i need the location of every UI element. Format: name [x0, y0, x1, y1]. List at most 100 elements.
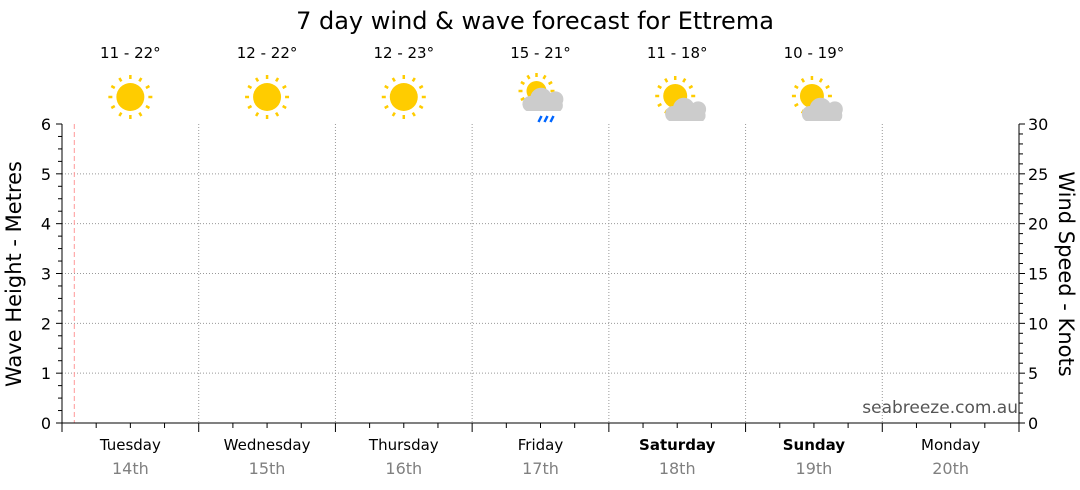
y-right-tick-label: 10 [1028, 314, 1048, 333]
day-column-friday: 15 - 21° Friday 17th [510, 44, 571, 478]
sun-ray [688, 84, 694, 90]
sun-ray [793, 102, 799, 108]
sun-ray [145, 104, 151, 110]
sun-ray [247, 104, 253, 110]
sun-ray [391, 111, 396, 117]
day-name: Wednesday [224, 436, 311, 454]
y-axis-left-label: Wave Height - Metres [2, 161, 26, 387]
sun-ray [110, 104, 116, 110]
sun-ray [118, 111, 123, 117]
y-left-tick-label: 4 [41, 215, 51, 234]
sun-ray [411, 77, 416, 83]
sun-disc [116, 83, 145, 111]
sun-ray [384, 84, 389, 90]
day-column-thursday: 12 - 23° Thursday 16th [368, 44, 439, 478]
day-column-saturday: 11 - 18° Saturday 18th [639, 44, 716, 478]
temperature-range: 11 - 18° [647, 44, 708, 62]
day-date: 18th [659, 459, 696, 478]
temperature-range: 15 - 21° [510, 44, 571, 62]
sunny-icon [245, 75, 290, 119]
sun-disc [389, 83, 418, 111]
day-name: Saturday [639, 436, 716, 454]
sun-ray [384, 104, 389, 110]
sun-ray [825, 84, 830, 90]
rain-drop [537, 115, 543, 123]
day-date: 15th [249, 459, 286, 478]
y-right-tick-label: 15 [1028, 265, 1048, 284]
rain-drop [543, 115, 549, 123]
day-date: 17th [522, 459, 559, 478]
y-left-tick-label: 2 [41, 314, 51, 333]
sun-ray [145, 84, 151, 90]
sun-ray [274, 77, 280, 83]
sun-ray [247, 84, 253, 90]
sun-ray [520, 96, 526, 102]
sunny-icon [108, 75, 153, 119]
temperature-range: 10 - 19° [784, 44, 845, 62]
day-name: Tuesday [99, 436, 161, 454]
sun-ray [657, 84, 662, 90]
day-date: 19th [796, 459, 833, 478]
day-name: Monday [921, 436, 980, 454]
day-date: 14th [112, 459, 149, 478]
grid [62, 124, 1019, 423]
sun-ray [118, 77, 123, 83]
day-column-wednesday: 12 - 22° Wednesday 15th [224, 44, 311, 478]
sun-ray [682, 78, 687, 83]
sun-ray [138, 111, 143, 117]
day-name: Sunday [783, 436, 846, 454]
sun-ray [800, 78, 806, 83]
partly-cloudy-icon [791, 76, 843, 121]
day-name: Friday [518, 436, 564, 454]
y-left-tick-label: 0 [41, 414, 51, 433]
sun-ray [110, 84, 116, 90]
y-left-tick-label: 3 [41, 265, 51, 284]
sun-ray [818, 78, 824, 83]
temperature-range: 11 - 22° [100, 44, 161, 62]
day-columns: 11 - 22° Tuesday 14th 12 - 22° Wednesday 15th… [99, 44, 981, 478]
sun-ray [547, 80, 553, 86]
y-right-tick-label: 25 [1028, 165, 1048, 184]
sun-disc [253, 83, 282, 111]
day-column-tuesday: 11 - 22° Tuesday 14th [99, 44, 161, 478]
partly-cloudy-icon [655, 76, 707, 121]
sun-ray [657, 102, 662, 108]
sun-ray [793, 84, 799, 90]
y-right-tick-label: 5 [1028, 364, 1038, 383]
y-right-tick-label: 20 [1028, 215, 1048, 234]
temperature-range: 12 - 22° [237, 44, 298, 62]
sun-ray [520, 80, 526, 86]
day-date: 20th [932, 459, 969, 478]
showers-icon [518, 73, 564, 123]
day-date: 16th [385, 459, 422, 478]
sun-ray [418, 84, 424, 90]
y-axis-right-label: Wind Speed - Knots [1054, 171, 1078, 376]
sun-ray [138, 77, 143, 83]
cloud-shape [665, 97, 707, 121]
chart-title: 7 day wind & wave forecast for Ettrema [296, 7, 774, 35]
cloud-shape [522, 87, 564, 111]
sun-ray [411, 111, 416, 117]
y-right-tick-label: 0 [1028, 414, 1038, 433]
y-left-tick-label: 1 [41, 364, 51, 383]
sun-ray [542, 74, 547, 80]
cloud-shape [801, 97, 843, 121]
y-left-tick-label: 6 [41, 115, 51, 134]
sun-ray [274, 111, 280, 117]
temperature-range: 12 - 23° [373, 44, 434, 62]
sun-ray [254, 77, 260, 83]
sun-ray [391, 77, 396, 83]
sun-ray [282, 84, 287, 90]
y-right-tick-label: 30 [1028, 115, 1048, 134]
y-left-tick-label: 5 [41, 165, 51, 184]
sun-ray [418, 104, 424, 110]
sun-ray [282, 104, 287, 110]
sun-ray [526, 74, 531, 80]
day-column-monday: Monday 20th [921, 436, 980, 478]
sun-ray [664, 78, 669, 83]
rain-drop [549, 115, 555, 123]
sunny-icon [381, 75, 426, 119]
day-column-sunday: 10 - 19° Sunday 19th [783, 44, 846, 478]
axes: 0 1 2 3 4 5 6 0 5 10 15 20 25 30 [41, 115, 1049, 433]
